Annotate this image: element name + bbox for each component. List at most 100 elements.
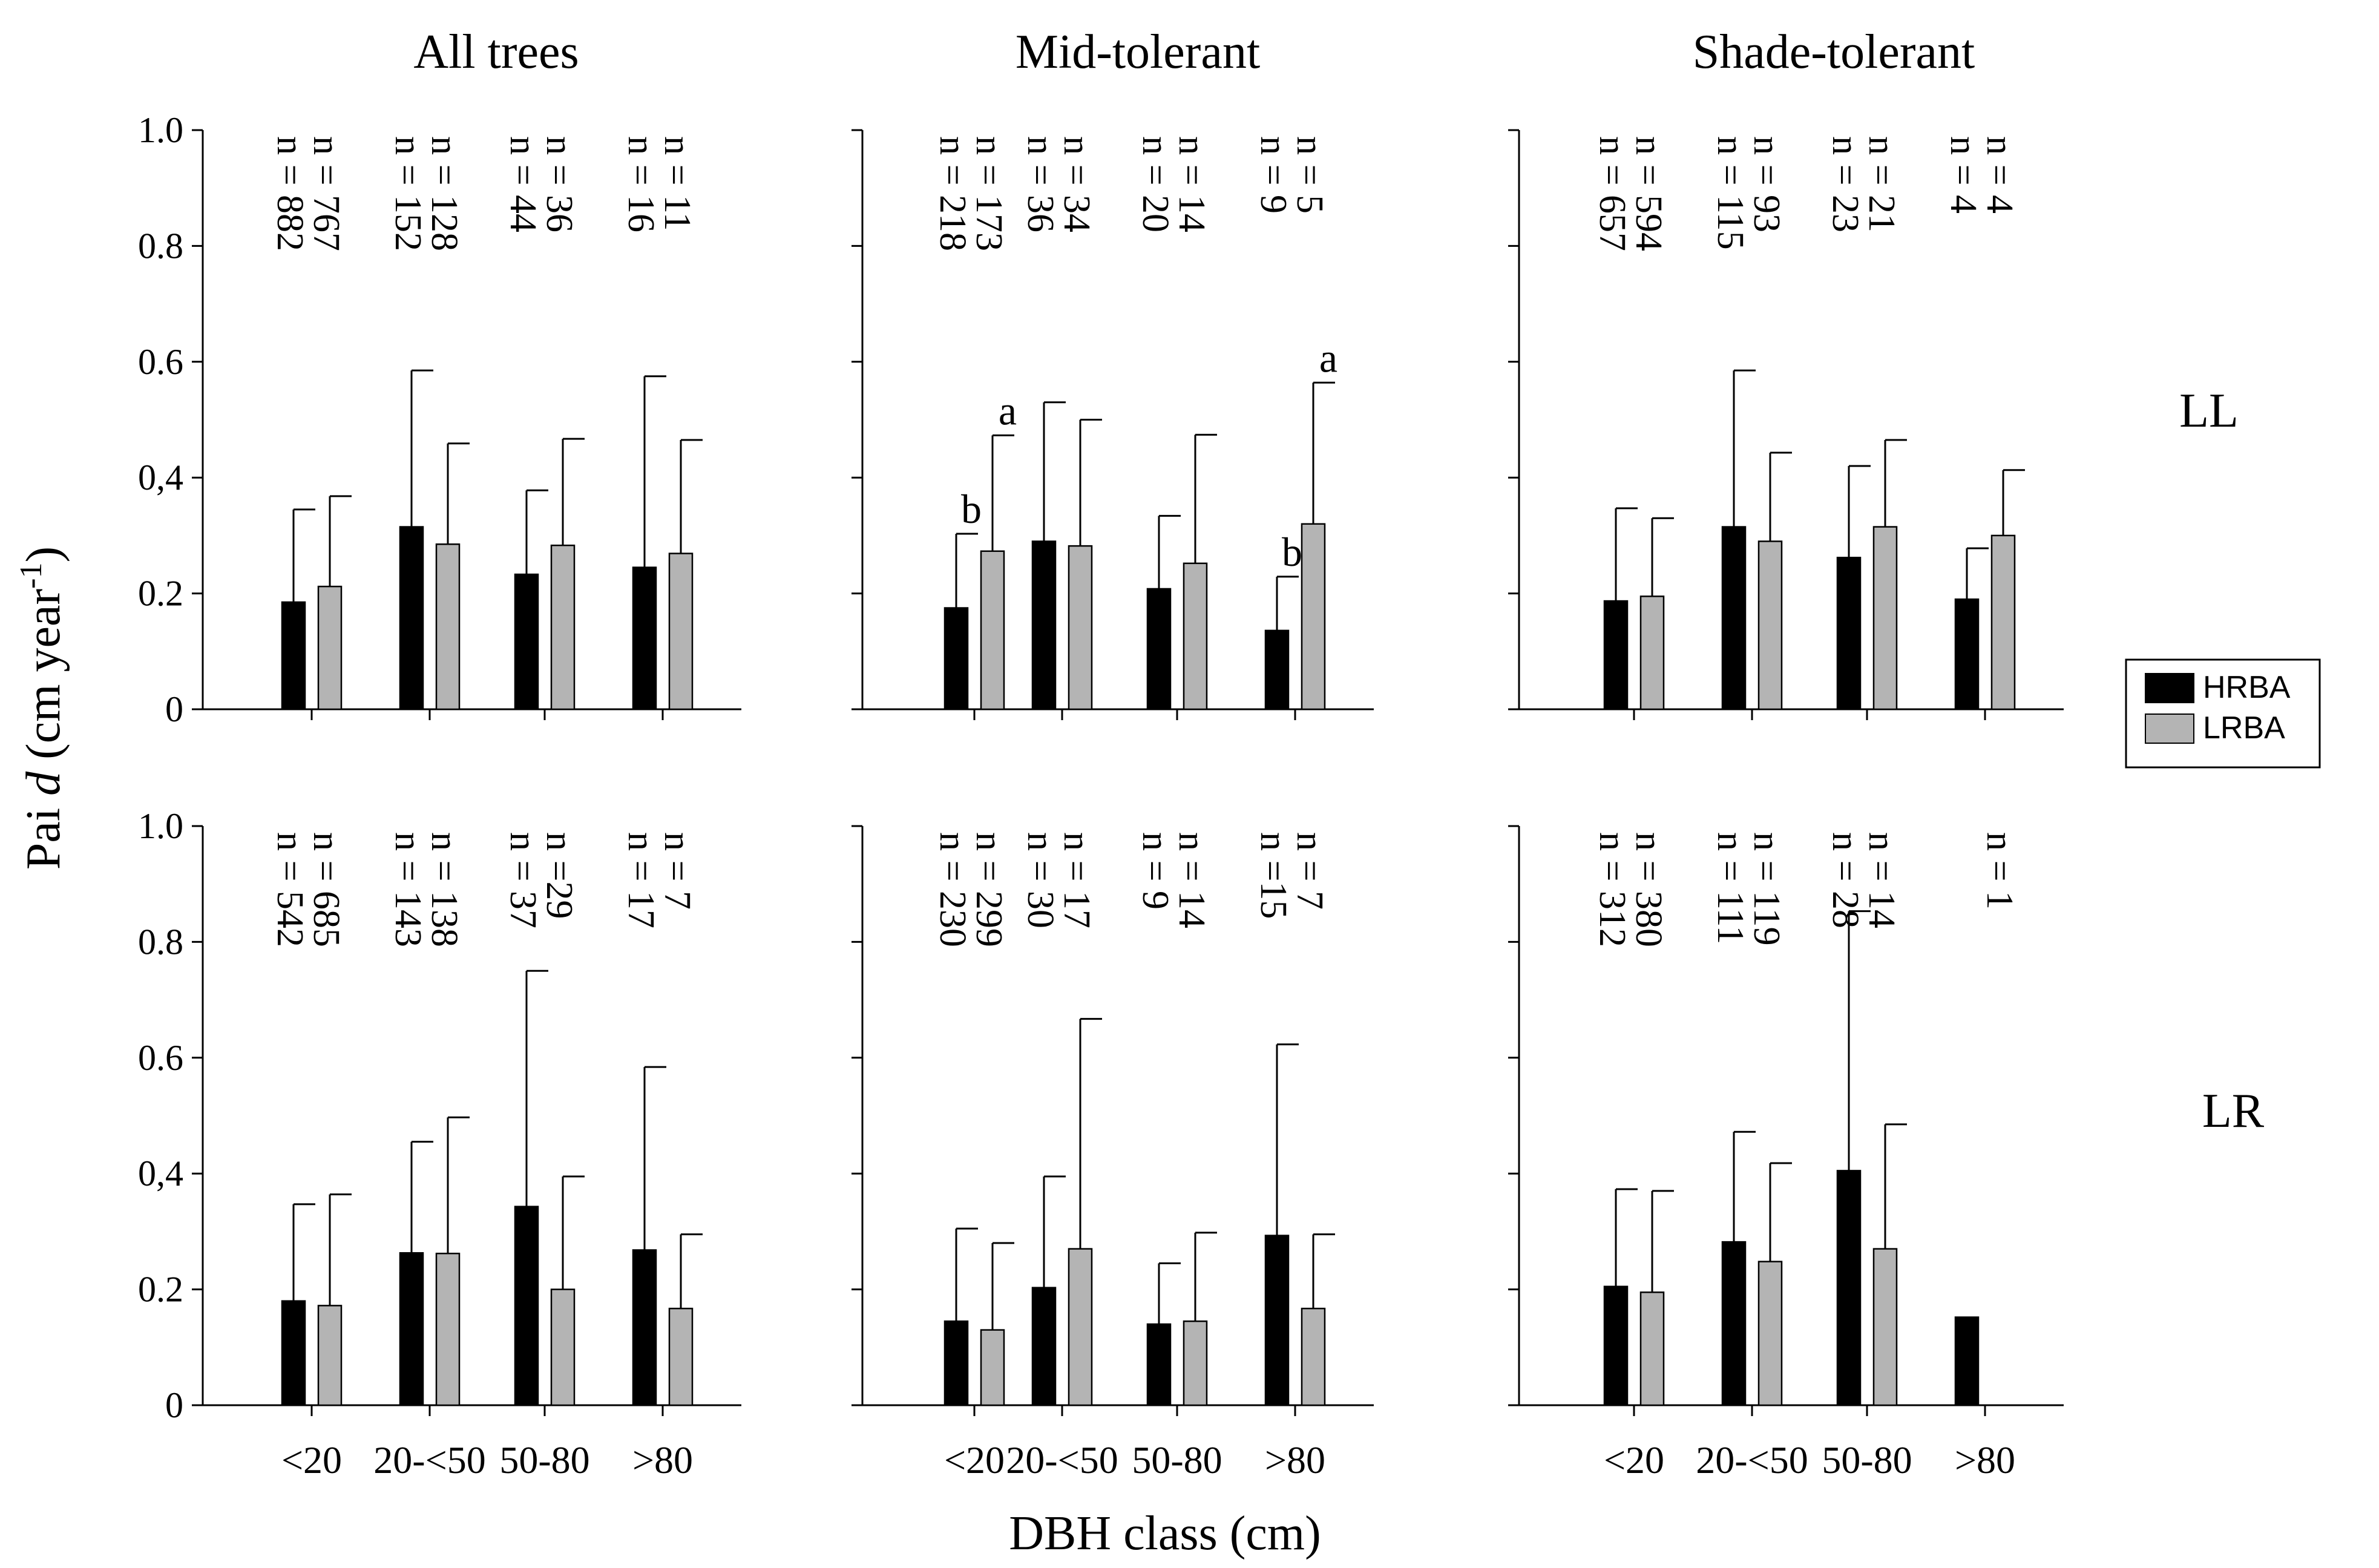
bar-lrba	[435, 543, 461, 710]
sample-size-label: n = 230	[932, 832, 973, 947]
x-tick-label: 20-<50	[1006, 1438, 1118, 1481]
y-tick-label: 0.6	[138, 1038, 183, 1078]
x-tick-label: <20	[944, 1438, 1005, 1481]
x-tick-label: 20-<50	[1696, 1438, 1808, 1481]
bar-hrba	[514, 1206, 539, 1406]
y-tick-label: 0.2	[138, 1270, 183, 1310]
sample-size-label: n = 138	[424, 832, 465, 947]
bar-hrba	[1721, 1241, 1747, 1406]
legend-swatch-hrba	[2145, 673, 2194, 703]
sample-size-label: n = 882	[269, 136, 310, 251]
bar-hrba	[1031, 1287, 1057, 1406]
x-tick-label: >80	[632, 1438, 693, 1481]
bar-lrba	[1068, 1248, 1093, 1406]
sample-size-label: n = 36	[539, 136, 580, 232]
sample-size-label: n = 4	[1943, 136, 1984, 214]
bar-hrba	[1264, 629, 1290, 710]
column-title-0: All trees	[413, 25, 579, 79]
sample-size-label: n = 380	[1628, 832, 1669, 947]
bar-hrba	[281, 1300, 306, 1406]
sample-size-label: n = 17	[1056, 832, 1097, 928]
sample-size-label: n = 14	[1171, 832, 1212, 928]
bar-hrba	[1031, 540, 1057, 710]
bar-lrba	[1183, 1320, 1208, 1406]
sample-size-label: n = 36	[1020, 136, 1061, 232]
sample-size-label: n = 28	[1825, 832, 1866, 928]
sample-size-label: n = 30	[1020, 832, 1061, 928]
sample-size-label: n = 9	[1253, 136, 1294, 214]
sample-size-label: n = 23	[1825, 136, 1866, 232]
row-label-0: LL	[2179, 384, 2239, 438]
sample-size-label: n =29	[539, 832, 580, 919]
bar-hrba	[1954, 598, 1980, 710]
bar-hrba	[1836, 557, 1862, 710]
sample-size-label: n = 4	[1979, 136, 2020, 214]
bar-lrba	[980, 550, 1005, 710]
sample-size-label: n = 152	[387, 136, 428, 251]
y-tick-label: 0	[165, 1385, 183, 1425]
sample-size-label: n = 9	[1135, 832, 1176, 910]
y-axis-label-units: (cm year	[17, 589, 70, 772]
legend: HRBA LRBA	[2125, 658, 2321, 769]
legend-label-hrba: HRBA	[2203, 670, 2291, 705]
sample-size-label: n = 111	[1710, 832, 1751, 944]
bar-hrba	[1264, 1235, 1290, 1406]
legend-label-lrba: LRBA	[2203, 710, 2285, 746]
sample-size-label: n = 37	[502, 832, 543, 928]
y-tick-label: 1.0	[138, 110, 183, 150]
y-tick-label: 0,4	[138, 1153, 183, 1193]
sample-size-label: n = 11	[657, 136, 698, 231]
sample-size-label: n = 685	[306, 832, 347, 947]
sample-size-label: n = 17	[620, 832, 661, 928]
bar-hrba	[399, 526, 424, 710]
sample-size-label: n = 1	[1979, 832, 2020, 910]
x-tick-label: >80	[1265, 1438, 1325, 1481]
x-tick-label: 50-80	[1822, 1438, 1912, 1481]
sample-size-label: n = 14	[1171, 136, 1212, 232]
sample-size-label: n = 115	[1710, 136, 1751, 250]
y-tick-label: 0.2	[138, 574, 183, 614]
y-axis-label-sup: -1	[14, 563, 48, 589]
bar-hrba	[1146, 588, 1172, 710]
sample-size-label: n = 173	[968, 136, 1009, 251]
sample-size-label: n = 657	[1592, 136, 1633, 251]
x-tick-label: 50-80	[499, 1438, 589, 1481]
bar-lrba	[317, 1305, 343, 1406]
sample-size-label: n = 20	[1135, 136, 1176, 232]
bar-lrba	[1872, 526, 1898, 710]
bar-hrba	[1954, 1316, 1980, 1406]
bar-hrba	[632, 1249, 657, 1406]
bar-hrba	[514, 573, 539, 710]
x-axis-label: DBH class (cm)	[1009, 1507, 1321, 1560]
legend-swatch-lrba	[2145, 713, 2194, 744]
bar-lrba	[1639, 1291, 1665, 1406]
bar-hrba	[1603, 600, 1629, 710]
bar-lrba	[1301, 523, 1326, 710]
sample-size-label: n = 44	[502, 136, 543, 232]
bar-lrba	[980, 1329, 1005, 1406]
sample-size-label: n = 767	[306, 136, 347, 251]
x-tick-label: 20-<50	[373, 1438, 485, 1481]
sample-size-label: n = 299	[968, 832, 1009, 947]
bar-lrba	[1639, 595, 1665, 710]
bar-lrba	[1872, 1248, 1898, 1406]
bar-hrba	[281, 601, 306, 710]
sample-size-label: n = 119	[1746, 832, 1787, 946]
bar-lrba	[1757, 1261, 1783, 1406]
bar-hrba	[399, 1252, 424, 1406]
bar-lrba	[1757, 540, 1783, 710]
sample-size-label: n =15	[1253, 832, 1294, 919]
bar-hrba	[1721, 526, 1747, 710]
bar-hrba	[943, 1320, 969, 1406]
y-axis-label-main: Pai	[17, 796, 70, 870]
sample-size-label: n = 7	[1289, 832, 1330, 910]
sample-size-label: n = 7	[657, 832, 698, 910]
sample-size-label: n = 218	[932, 136, 973, 251]
bar-lrba	[550, 1288, 576, 1406]
significance-label: a	[1319, 335, 1337, 381]
x-tick-label: 50-80	[1132, 1438, 1222, 1481]
